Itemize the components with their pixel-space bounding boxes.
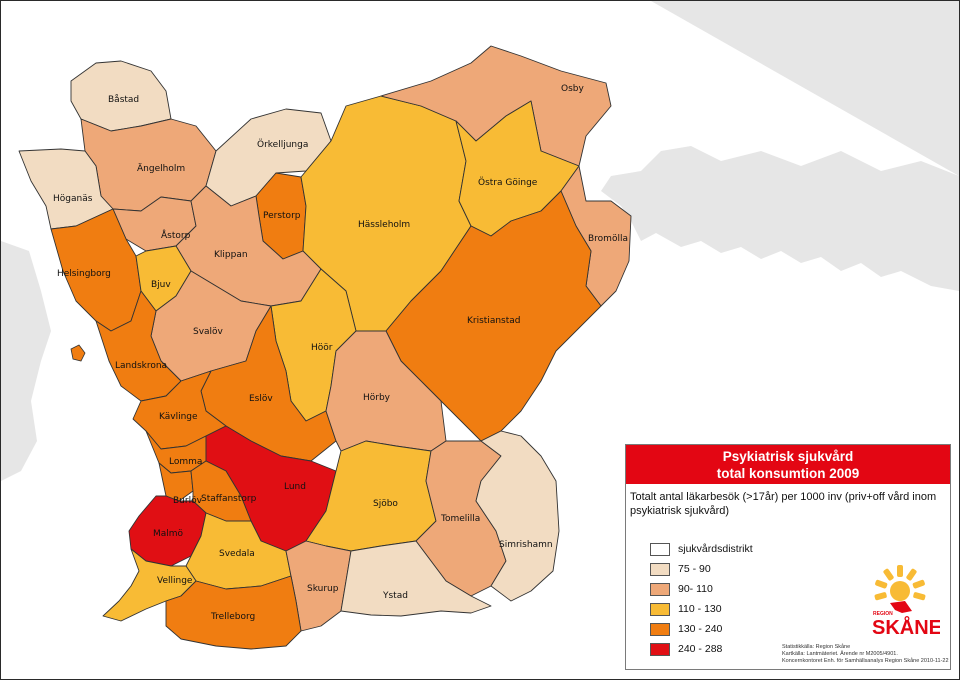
label-malmo: Malmö [153,529,184,539]
legend-title: Psykiatrisk sjukvård total konsumtion 20… [626,445,950,484]
source-line: Statistikkälla: Region Skåne [782,644,851,650]
legend-swatch [650,622,670,636]
legend-label: 130 - 240 [678,623,723,635]
label-bastad: Båstad [108,94,139,105]
neighbour-land-west [1,241,51,481]
legend-label: 110 - 130 [678,603,722,615]
label-hassleholm: Hässleholm [358,220,410,230]
neighbour-land [601,1,959,291]
label-svedala: Svedala [219,549,255,559]
label-astorp: Åstorp [161,229,191,241]
label-burlov: Burlöv [173,496,203,506]
source-note: Statistikkälla: Region Skåne Kartkälla: … [782,644,952,665]
label-staffanstorp: Staffanstorp [201,494,257,504]
label-lund: Lund [284,482,306,492]
label-helsingborg: Helsingborg [57,269,111,279]
legend-title-line1: Psykiatrisk sjukvård [722,449,854,464]
legend-items: sjukvårdsdistrikt 75 - 90 90- 110 110 - … [650,539,753,659]
legend-swatch [650,602,670,616]
logo-region-text: REGION [873,611,893,617]
label-svalov: Svalöv [193,327,224,337]
legend-label: 90- 110 [678,583,713,595]
label-skurup: Skurup [307,584,339,594]
island-ven [70,344,86,362]
label-hoor: Höör [311,343,333,353]
label-tomelilla: Tomelilla [440,514,480,524]
municipality-simrishamn [475,430,560,602]
label-eslov: Eslöv [249,394,273,404]
source-line: Kartkälla: Lantmäteriet. Ärende nr M2005… [782,651,898,657]
label-ostra-goinge: Östra Göinge [478,177,538,188]
label-trelleborg: Trelleborg [210,612,255,622]
label-vellinge: Vellinge [157,576,193,586]
legend-item-75-90: 75 - 90 [650,559,753,579]
legend-item-district: sjukvårdsdistrikt [650,539,753,559]
label-klippan: Klippan [214,250,248,260]
legend-item-240-288: 240 - 288 [650,639,753,659]
source-line: Koncernkontoret Enh. för Samhällsanalys … [782,658,949,664]
label-perstorp: Perstorp [263,211,301,221]
legend-swatch [650,562,670,576]
label-bjuv: Bjuv [151,280,171,290]
municipality-landskrona [95,290,182,402]
legend-subtitle: Totalt antal läkarbesök (>17år) per 1000… [630,491,937,517]
logo-sun-icon [874,565,926,601]
legend-swatch [650,582,670,596]
label-bromolla: Bromölla [588,234,628,244]
municipality-vellinge [102,548,197,622]
legend-item-130-240: 130 - 240 [650,619,753,639]
label-angelholm: Ängelholm [137,163,185,174]
legend-label: 75 - 90 [678,563,711,575]
label-simrishamn: Simrishamn [499,540,553,550]
label-landskrona: Landskrona [115,361,167,371]
region-skane-logo: REGION SKÅNE [872,565,940,639]
legend-title-line2: total konsumtion 2009 [716,466,860,481]
label-osby: Osby [561,84,584,94]
label-kavlinge: Kävlinge [159,412,198,422]
label-lomma: Lomma [169,457,202,467]
municipality-trelleborg [165,575,302,650]
legend-label: sjukvårdsdistrikt [678,543,753,555]
legend-swatch [650,642,670,656]
label-hoganas: Höganäs [53,194,93,204]
legend-item-90-110: 90- 110 [650,579,753,599]
label-horby: Hörby [363,393,391,403]
label-sjobo: Sjöbo [373,499,398,509]
municipality-ystad [340,540,492,617]
map-legend: Psykiatrisk sjukvård total konsumtion 20… [625,444,951,670]
label-orkelljunga: Örkelljunga [257,139,308,150]
legend-item-110-130: 110 - 130 [650,599,753,619]
label-kristianstad: Kristianstad [467,316,521,326]
legend-swatch [650,542,670,556]
logo-skane-text: SKÅNE [872,615,940,639]
label-ystad: Ystad [382,591,408,601]
logo-griffin-icon [890,601,912,613]
legend-label: 240 - 288 [678,643,723,655]
